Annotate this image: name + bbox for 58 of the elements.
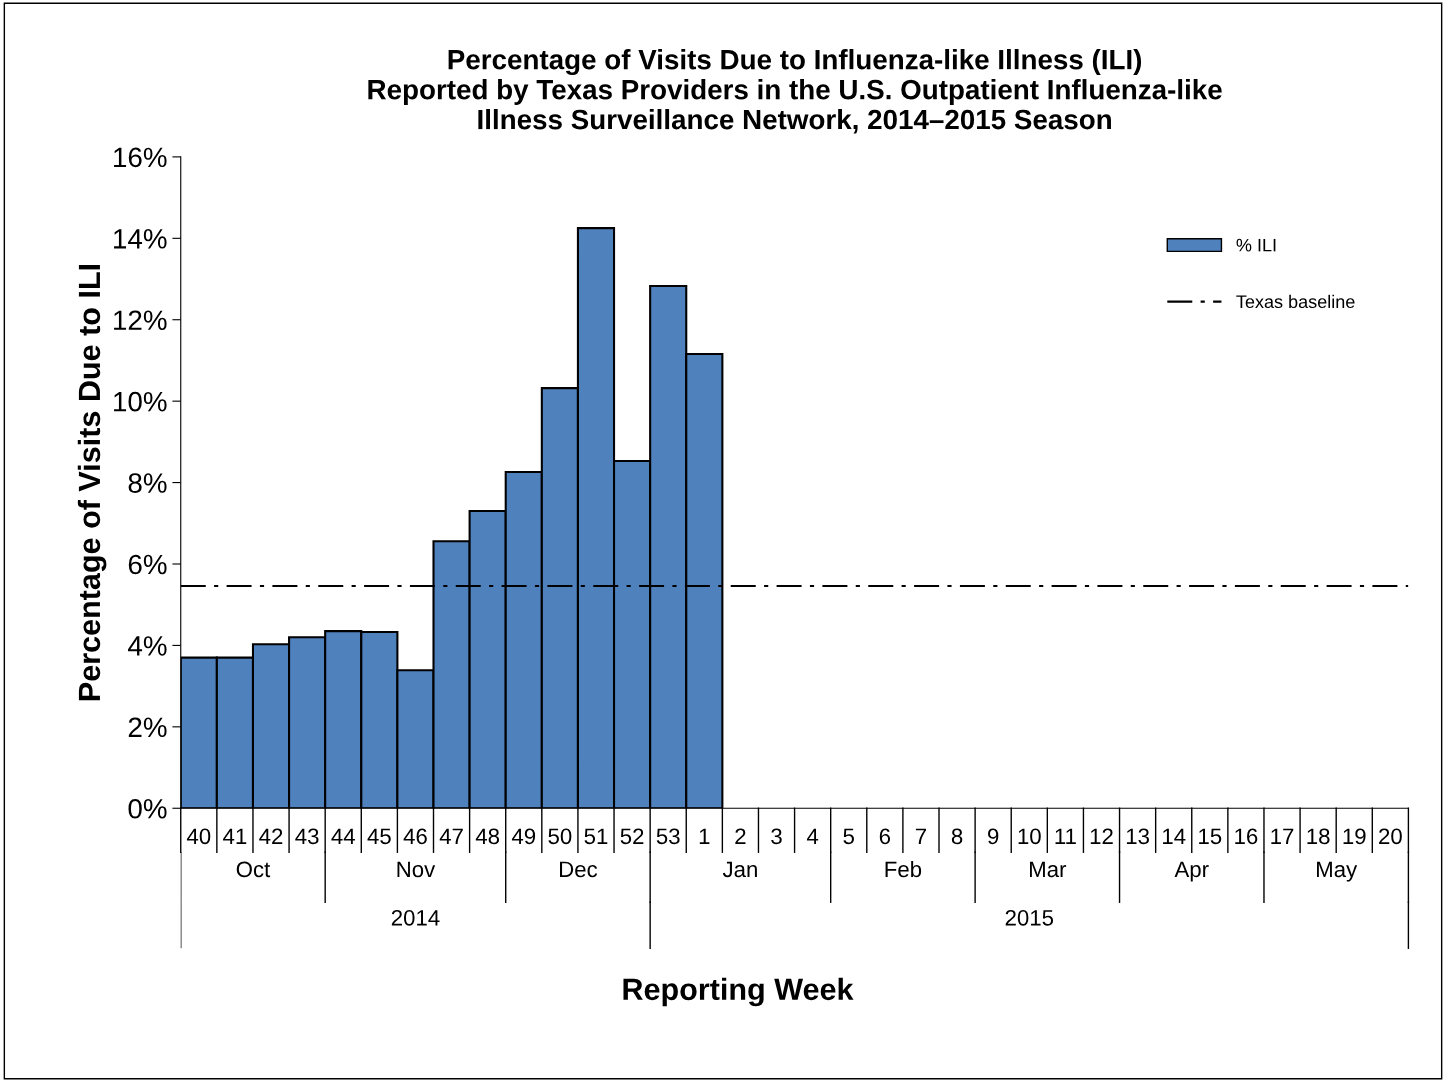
- text: 2015: [1005, 909, 1054, 926]
- x-tick-label: 50: [548, 828, 572, 845]
- x-tick-label: 15: [1199, 828, 1222, 845]
- x-tick-label: 6: [879, 828, 891, 845]
- x-tick-label: 19: [1343, 828, 1366, 845]
- x-tick-label: 48: [475, 828, 500, 845]
- x-tick-label: 42: [259, 828, 283, 844]
- x-tick-label: 14: [1163, 828, 1186, 844]
- y-tick-label: 12%: [114, 310, 167, 330]
- x-axis-title: Reporting Week: [623, 977, 854, 1007]
- x-tick-label: 41: [223, 828, 247, 844]
- x-tick-label: 7: [915, 828, 927, 844]
- x-tick-label: 46: [403, 828, 427, 845]
- x-tick-label: 10: [1018, 828, 1041, 845]
- y-tick-label: 6%: [128, 554, 167, 575]
- x-tick-label: 11: [1055, 828, 1076, 844]
- y-tick-label: 0%: [128, 798, 167, 819]
- y-tick-label: 14%: [114, 229, 167, 249]
- legend-label: % ILI: [1236, 238, 1276, 252]
- x-tick-label: 2: [735, 828, 746, 844]
- chart-title: Percentage of Visits Due to Influenza-like Illness (ILI) Reported by Texas Providers in the U.S. Outpatient Influenza-like Illness Surveillance Network, 2014–2015 Season: [368, 49, 1222, 134]
- text: Apr: [1174, 861, 1209, 882]
- x-tick-label: 12: [1090, 828, 1113, 844]
- legend-label: Texas baseline: [1236, 294, 1355, 309]
- x-tick-label: 5: [843, 828, 854, 845]
- x-tick-label: 43: [295, 828, 319, 845]
- x-tick-label: 3: [771, 828, 782, 845]
- y-tick-label: 10%: [114, 391, 167, 412]
- y-tick-label: 8%: [128, 473, 167, 493]
- x-tick-label: 44: [331, 828, 355, 844]
- y-tick-label: 16%: [114, 147, 167, 168]
- x-tick-label: 45: [367, 828, 391, 845]
- x-tick-label: 4: [806, 828, 819, 844]
- x-tick-label: 47: [439, 828, 463, 844]
- text: May: [1317, 861, 1358, 882]
- text: 2014: [391, 909, 440, 926]
- y-axis-title: Percentage of Visits Due to ILI: [77, 264, 107, 701]
- x-tick-label: 18: [1307, 828, 1330, 845]
- y-tick-label: 2%: [128, 717, 167, 738]
- x-tick-label: 16: [1235, 828, 1258, 845]
- x-tick-label: 20: [1379, 828, 1402, 845]
- text: Nov: [397, 861, 436, 878]
- x-tick-label: 13: [1126, 828, 1149, 845]
- x-tick-label: 8: [951, 828, 963, 845]
- x-tick-label: 1: [699, 828, 710, 844]
- text: Mar: [1030, 861, 1067, 878]
- text: Jan: [722, 861, 757, 878]
- x-tick-label: 9: [988, 828, 999, 845]
- x-tick-label: 51: [584, 828, 608, 845]
- x-tick-label: 40: [186, 828, 211, 845]
- x-tick-label: 17: [1271, 828, 1294, 844]
- text: Oct: [236, 861, 271, 878]
- x-tick-label: 53: [656, 828, 680, 845]
- x-tick-label: 49: [511, 828, 536, 845]
- text: Feb: [885, 860, 922, 878]
- y-tick-label: 4%: [128, 636, 167, 656]
- x-tick-label: 52: [620, 828, 644, 845]
- text: Dec: [560, 861, 598, 878]
